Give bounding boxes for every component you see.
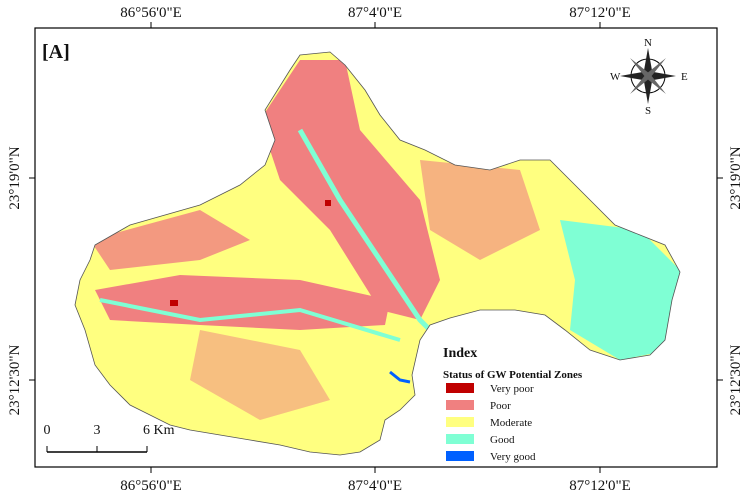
legend-swatch (446, 417, 474, 427)
legend-swatch (446, 451, 474, 461)
legend-swatch (446, 434, 474, 444)
east-label: E (681, 71, 688, 83)
south-label: S (645, 105, 651, 117)
legend-label: Poor (490, 400, 511, 412)
legend-label: Very poor (490, 383, 534, 395)
legend-label: Good (490, 434, 515, 446)
boundary (74, 51, 681, 456)
lon-label: 86°56'0"E (120, 5, 182, 21)
legend-subtitle: Status of GW Potential Zones (443, 369, 583, 381)
legend-swatch (446, 383, 474, 393)
scale-label: 3 (94, 423, 101, 438)
scale-bar: 0 3 6 Km (44, 423, 175, 453)
north-label: N (644, 37, 652, 49)
lon-label: 87°12'0"E (569, 478, 631, 494)
legend-label: Very good (490, 451, 536, 463)
lon-label: 87°4'0"E (348, 5, 402, 21)
lat-label: 23°19'0"N (7, 146, 23, 209)
legend-label: Moderate (490, 417, 532, 429)
lon-label: 87°4'0"E (348, 478, 402, 494)
lon-label: 86°56'0"E (120, 478, 182, 494)
panel-label: [A] (42, 41, 70, 63)
west-label: W (610, 71, 621, 83)
legend-swatch (446, 400, 474, 410)
lat-label: 23°19'0"N (728, 146, 744, 209)
north-arrow: N E S W (610, 37, 688, 117)
frame-ticks (29, 22, 723, 473)
scale-label: 6 Km (143, 423, 175, 438)
lat-label: 23°12'30"N (7, 345, 23, 416)
lon-label: 87°12'0"E (569, 5, 631, 21)
scale-label: 0 (44, 423, 51, 438)
legend-title: Index (443, 346, 477, 361)
legend: Very poor Poor Moderate Good Very good (446, 383, 536, 463)
lat-label: 23°12'30"N (728, 345, 744, 416)
